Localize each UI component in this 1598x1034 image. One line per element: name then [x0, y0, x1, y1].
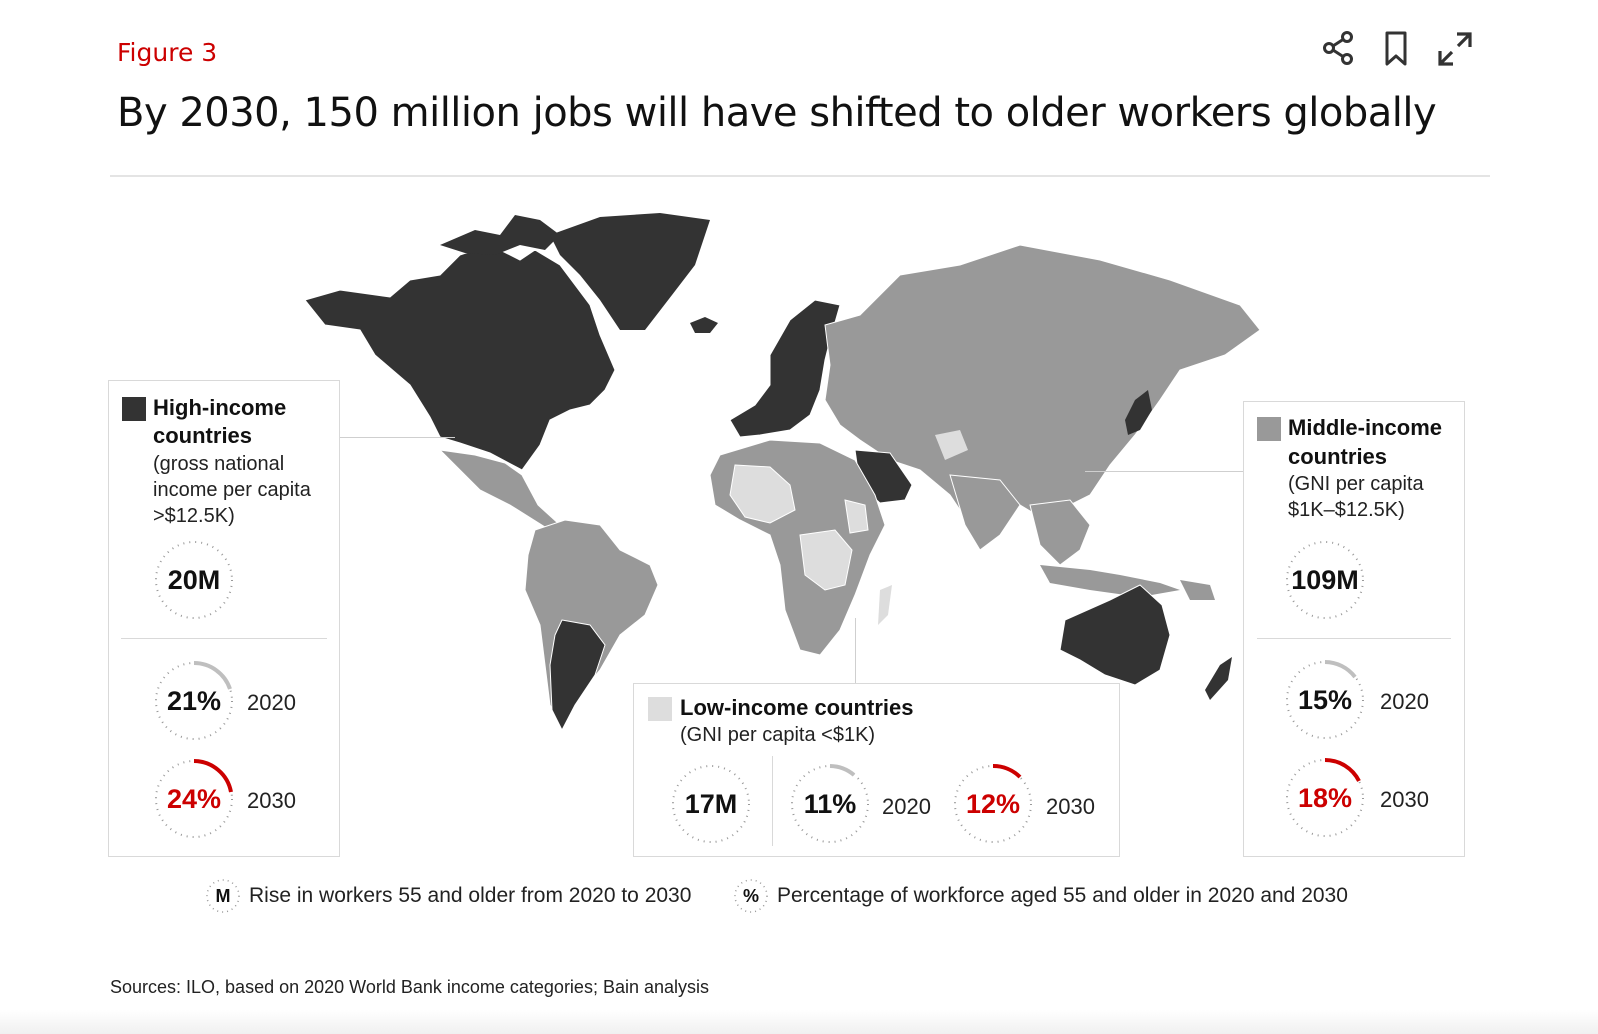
middle-income-2020-value: 15%	[1297, 685, 1353, 715]
southeast-asia-region	[1029, 499, 1091, 566]
figure-label: Figure 3	[117, 38, 218, 67]
iceland-region	[690, 317, 718, 333]
middle-income-2020-ring: 15%	[1284, 659, 1366, 741]
expand-icon	[1438, 32, 1472, 66]
japan-region	[1125, 390, 1152, 435]
high-income-title-line1: High-income	[153, 395, 287, 420]
high-income-2020-label: 2020	[247, 690, 296, 715]
low-income-2030-arc	[992, 763, 1022, 779]
low-income-2020-label: 2020	[882, 794, 931, 819]
header-divider	[110, 175, 1490, 177]
high-income-connector	[340, 437, 455, 438]
world-map	[304, 213, 1261, 732]
high-income-rise-value: 20M	[167, 565, 221, 595]
europe-region	[729, 299, 841, 438]
high-income-2030-value: 24%	[166, 784, 222, 814]
high-income-2020-arc	[193, 661, 232, 690]
low-income-rise-value: 17M	[684, 789, 738, 819]
middle-income-panel: Middle-income countries (GNI per capita …	[1243, 401, 1465, 857]
middle-income-rise-ring: 109M	[1284, 539, 1366, 621]
sources-note: Sources: ILO, based on 2020 World Bank i…	[110, 977, 710, 997]
papua-region	[1180, 580, 1215, 600]
indonesia-region	[1040, 565, 1180, 597]
key-pct-symbol: %	[742, 886, 759, 906]
south-asia-region	[949, 474, 1021, 551]
high-income-2030-arc	[193, 759, 233, 793]
low-income-2030-label: 2030	[1046, 794, 1095, 819]
middle-income-desc-line1: (GNI per capita	[1288, 473, 1424, 495]
bookmark-icon	[1385, 31, 1407, 66]
key-percentage: % Percentage of workforce aged 55 and ol…	[733, 878, 1383, 918]
middle-income-2030-arc	[1324, 758, 1361, 782]
low-income-2030-value: 12%	[965, 789, 1021, 819]
page-bottom-edge	[0, 1010, 1598, 1034]
middle-income-swatch	[1257, 417, 1281, 441]
share-icon	[1323, 31, 1353, 65]
greenland-region	[550, 213, 710, 330]
southern-cone-region	[549, 619, 606, 732]
low-income-east-africa	[844, 499, 869, 534]
bookmark-button[interactable]	[1378, 30, 1416, 68]
north-america-region	[304, 244, 616, 471]
low-income-2020-ring: 11%	[789, 763, 871, 845]
middle-income-desc-line2: $1K–$12.5K)	[1288, 499, 1405, 521]
low-income-rise-ring: 17M	[670, 763, 752, 845]
high-income-panel: High-income countries (gross national in…	[108, 380, 340, 857]
new-zealand-region	[1205, 657, 1232, 700]
low-income-connector	[855, 618, 856, 684]
high-income-desc-line1: (gross national	[153, 453, 285, 475]
high-income-2020-ring: 21%	[153, 660, 235, 742]
high-income-swatch	[122, 397, 146, 421]
low-income-divider	[772, 756, 773, 846]
eurasia-region	[824, 244, 1261, 526]
low-income-2020-arc	[829, 764, 856, 777]
middle-income-title-line1: Middle-income	[1288, 415, 1443, 440]
middle-income-rise-value: 109M	[1291, 565, 1359, 595]
madagascar-region	[878, 585, 892, 625]
low-income-central-africa	[799, 529, 853, 591]
low-income-title: Low-income countries	[680, 695, 914, 720]
key-m-symbol: M	[215, 886, 231, 906]
expand-button[interactable]	[1436, 30, 1474, 68]
high-income-desc-line3: >$12.5K)	[153, 505, 235, 527]
low-income-africa	[729, 464, 796, 524]
middle-income-divider	[1257, 638, 1451, 639]
key-pct-ring: %	[733, 878, 769, 914]
high-income-divider	[121, 638, 327, 639]
arctic-islands	[440, 215, 560, 255]
share-button[interactable]	[1320, 30, 1358, 68]
low-income-2020-value: 11%	[803, 789, 857, 819]
middle-income-2030-value: 18%	[1297, 783, 1353, 813]
middle-income-2030-ring: 18%	[1284, 757, 1366, 839]
low-income-panel: Low-income countries (GNI per capita <$1…	[633, 683, 1120, 857]
high-income-2020-value: 21%	[166, 686, 222, 716]
australia-region	[1059, 584, 1171, 686]
low-income-swatch	[648, 697, 672, 721]
page-title: By 2030, 150 million jobs will have shif…	[117, 90, 1437, 136]
key-rise: M Rise in workers 55 and older from 2020…	[205, 878, 725, 918]
high-income-desc-line2: income per capita	[153, 479, 311, 501]
high-income-title-line2: countries	[153, 423, 253, 448]
high-income-rise-ring: 20M	[153, 539, 235, 621]
low-income-desc: (GNI per capita <$1K)	[680, 724, 876, 746]
middle-income-2030-label: 2030	[1380, 787, 1429, 812]
middle-income-title-line2: countries	[1288, 444, 1388, 469]
toolbar	[1320, 30, 1490, 70]
middle-income-connector	[1085, 471, 1245, 472]
high-income-2030-ring: 24%	[153, 758, 235, 840]
middle-income-2020-arc	[1324, 660, 1357, 679]
middle-income-2020-label: 2020	[1380, 689, 1429, 714]
afghanistan-region	[935, 430, 968, 460]
key-pct-text: Percentage of workforce aged 55 and olde…	[777, 884, 1348, 907]
high-income-2030-label: 2030	[247, 788, 296, 813]
key-m-ring: M	[205, 878, 241, 914]
key-m-text: Rise in workers 55 and older from 2020 t…	[249, 884, 692, 907]
low-income-2030-ring: 12%	[952, 763, 1034, 845]
